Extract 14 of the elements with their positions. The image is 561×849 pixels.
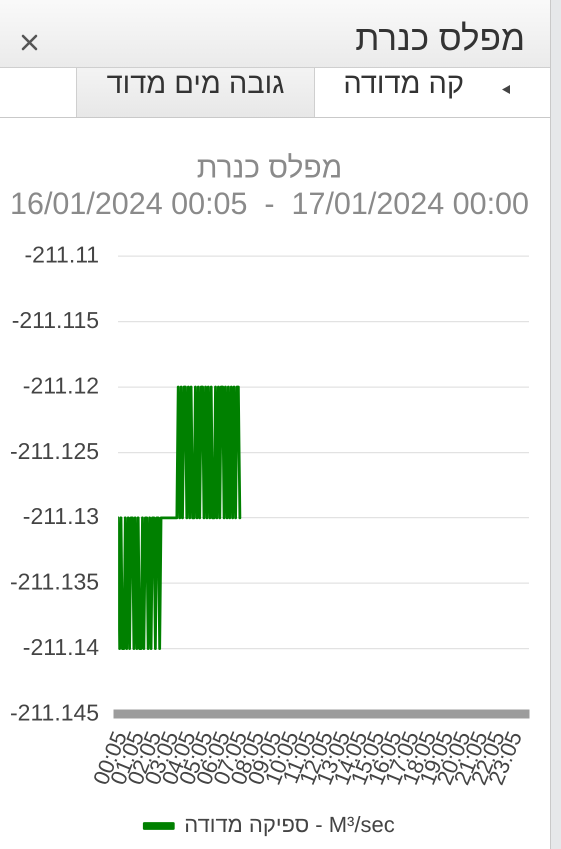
y-tick-label: -211.12 <box>22 372 100 398</box>
text: גובה מים מדוד <box>106 67 286 102</box>
legend-label: ספיקה מדודה - M³/sec <box>184 812 395 838</box>
text: קה מדודה <box>343 67 464 102</box>
y-tick-label: -211.11 <box>24 242 100 268</box>
y-tick-label: -211.14 <box>22 634 100 660</box>
y-tick-label: -211.13 <box>22 503 100 530</box>
chart-title: מפלס כנרת <box>355 19 525 58</box>
chart-title: מפלס כנרת <box>196 151 342 184</box>
chart-subtitle: 16/01/2024 00:05 - 17/01/2024 00:00 <box>10 186 529 222</box>
y-tick-label: -211.135 <box>10 568 100 595</box>
y-tick-label: -211.115 <box>12 306 100 333</box>
y-tick-label: -211.145 <box>10 699 100 726</box>
y-tick-label: -211.125 <box>10 438 100 464</box>
